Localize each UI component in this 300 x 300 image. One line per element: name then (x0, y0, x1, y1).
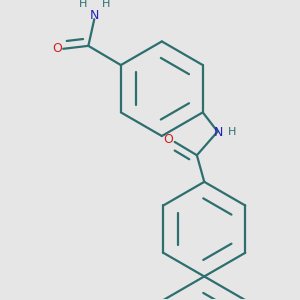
Text: N: N (214, 126, 223, 139)
Text: H: H (79, 0, 87, 10)
Text: O: O (52, 42, 62, 55)
Text: N: N (90, 9, 100, 22)
Text: O: O (163, 133, 173, 146)
Text: H: H (228, 127, 236, 137)
Text: H: H (102, 0, 110, 10)
